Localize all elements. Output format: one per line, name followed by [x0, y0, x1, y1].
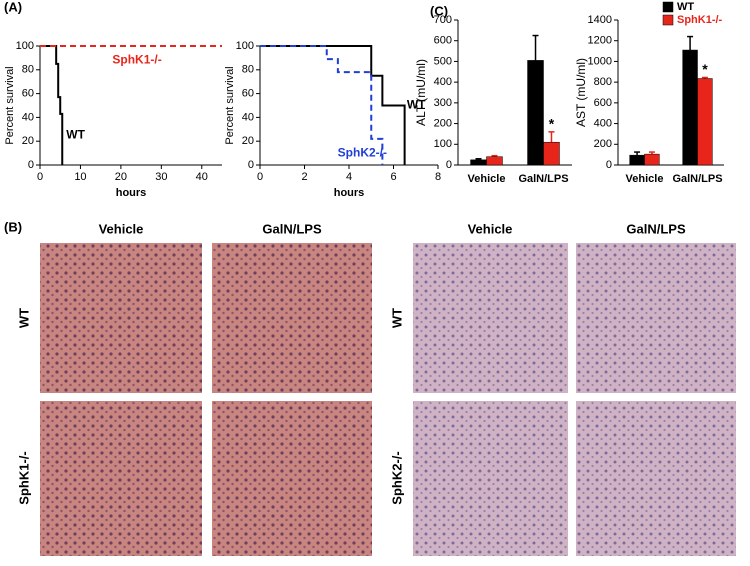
panel-label: (C): [430, 3, 448, 18]
row-label: SphK2-/-: [389, 451, 404, 504]
micrograph: [576, 243, 736, 393]
x-tick-label: 20: [115, 171, 127, 183]
y-tick-label: 60: [22, 88, 34, 100]
x-axis-label: hours: [334, 187, 365, 199]
y-axis-label: AST (mU/ml): [574, 58, 588, 127]
x-tick-label: 8: [435, 171, 441, 183]
y-tick-label: 400: [594, 117, 612, 129]
micrograph: [576, 401, 736, 556]
column-label: GalN/LPS: [262, 221, 322, 236]
x-tick-label: 6: [390, 171, 396, 183]
y-tick-label: 20: [22, 135, 34, 147]
row-label: WT: [16, 308, 31, 328]
y-tick-label: 0: [248, 159, 254, 171]
y-tick-label: 500: [434, 55, 452, 67]
histology: Vehicle GalN/LPS Vehicle GalN/LPS WT Sph…: [16, 221, 736, 556]
y-tick-label: 200: [434, 117, 452, 129]
survival-line: [260, 45, 406, 165]
x-tick-label: 0: [37, 171, 43, 183]
legend-swatch: [662, 1, 674, 13]
legend-swatch: [662, 14, 674, 26]
x-tick-label: 4: [346, 171, 352, 183]
bar: [543, 141, 560, 166]
series-label: SphK2-/-: [338, 145, 387, 159]
x-tick-label: 30: [155, 171, 167, 183]
bar: [527, 60, 544, 166]
y-tick-label: 0: [606, 159, 612, 171]
y-tick-label: 0: [446, 159, 452, 171]
y-tick-label: 80: [22, 64, 34, 76]
y-tick-label: 1200: [588, 35, 612, 47]
x-tick-label: 40: [196, 171, 208, 183]
x-tick-label: Vehicle: [626, 173, 664, 185]
bar: [470, 159, 487, 166]
bar: [629, 154, 645, 166]
panel-label: (B): [4, 219, 22, 234]
annotation: *: [702, 61, 708, 77]
row-label: WT: [389, 308, 404, 328]
micrograph: [40, 401, 202, 556]
y-tick-label: 600: [594, 97, 612, 109]
y-axis-label: Percent survival: [4, 66, 16, 144]
x-tick-label: 0: [257, 171, 263, 183]
y-axis-label: ALT (mU/ml): [414, 59, 428, 126]
column-label: Vehicle: [99, 221, 144, 236]
y-tick-label: 20: [242, 135, 254, 147]
bar: [486, 156, 503, 166]
survival-line: [260, 45, 384, 165]
x-axis-label: hours: [116, 187, 147, 199]
y-tick-label: 80: [242, 64, 254, 76]
y-tick-label: 300: [434, 97, 452, 109]
micrograph: [413, 243, 568, 393]
y-tick-label: 1400: [588, 14, 612, 26]
micrograph: [212, 401, 372, 556]
survival-line: [40, 45, 64, 165]
annotation: *: [549, 116, 555, 132]
x-tick-label: GalN/LPS: [518, 173, 568, 185]
y-tick-label: 0: [28, 159, 34, 171]
y-tick-label: 60: [242, 88, 254, 100]
y-tick-label: 40: [22, 111, 34, 123]
y-tick-label: 100: [236, 40, 254, 52]
row-label: SphK1-/-: [16, 451, 31, 504]
y-tick-label: 400: [434, 76, 452, 88]
y-tick-label: 40: [242, 111, 254, 123]
legend-label: WT: [677, 1, 694, 13]
y-tick-label: 700: [434, 14, 452, 26]
y-tick-label: 100: [434, 138, 452, 150]
y-tick-label: 800: [594, 76, 612, 88]
micrograph: [413, 401, 568, 556]
x-tick-label: 2: [301, 171, 307, 183]
bar: [682, 49, 698, 166]
series-label: SphK1-/-: [112, 52, 161, 66]
x-tick-label: Vehicle: [468, 173, 506, 185]
micrograph: [212, 243, 372, 393]
x-tick-label: 10: [74, 171, 86, 183]
series-label: WT: [407, 98, 426, 112]
x-tick-label: GalN/LPS: [672, 173, 722, 185]
y-tick-label: 1000: [588, 55, 612, 67]
micrograph: [40, 243, 202, 393]
bar: [697, 78, 713, 166]
y-tick-label: 200: [594, 138, 612, 150]
panel-label: (A): [4, 0, 22, 14]
y-tick-label: 100: [16, 40, 34, 52]
column-label: GalN/LPS: [626, 221, 686, 236]
column-label: Vehicle: [468, 221, 513, 236]
legend-label: SphK1-/-: [677, 14, 723, 26]
series-label: WT: [66, 127, 85, 141]
y-tick-label: 600: [434, 35, 452, 47]
bar: [644, 153, 660, 166]
y-axis-label: Percent survival: [224, 66, 236, 144]
